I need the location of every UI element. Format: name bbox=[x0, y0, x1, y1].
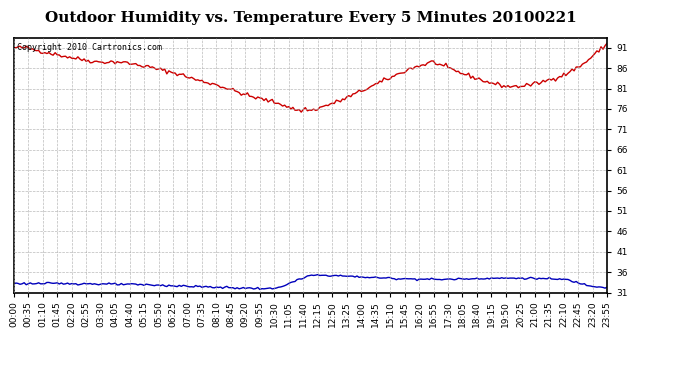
Text: Outdoor Humidity vs. Temperature Every 5 Minutes 20100221: Outdoor Humidity vs. Temperature Every 5… bbox=[45, 11, 576, 25]
Text: Copyright 2010 Cartronics.com: Copyright 2010 Cartronics.com bbox=[17, 43, 161, 52]
